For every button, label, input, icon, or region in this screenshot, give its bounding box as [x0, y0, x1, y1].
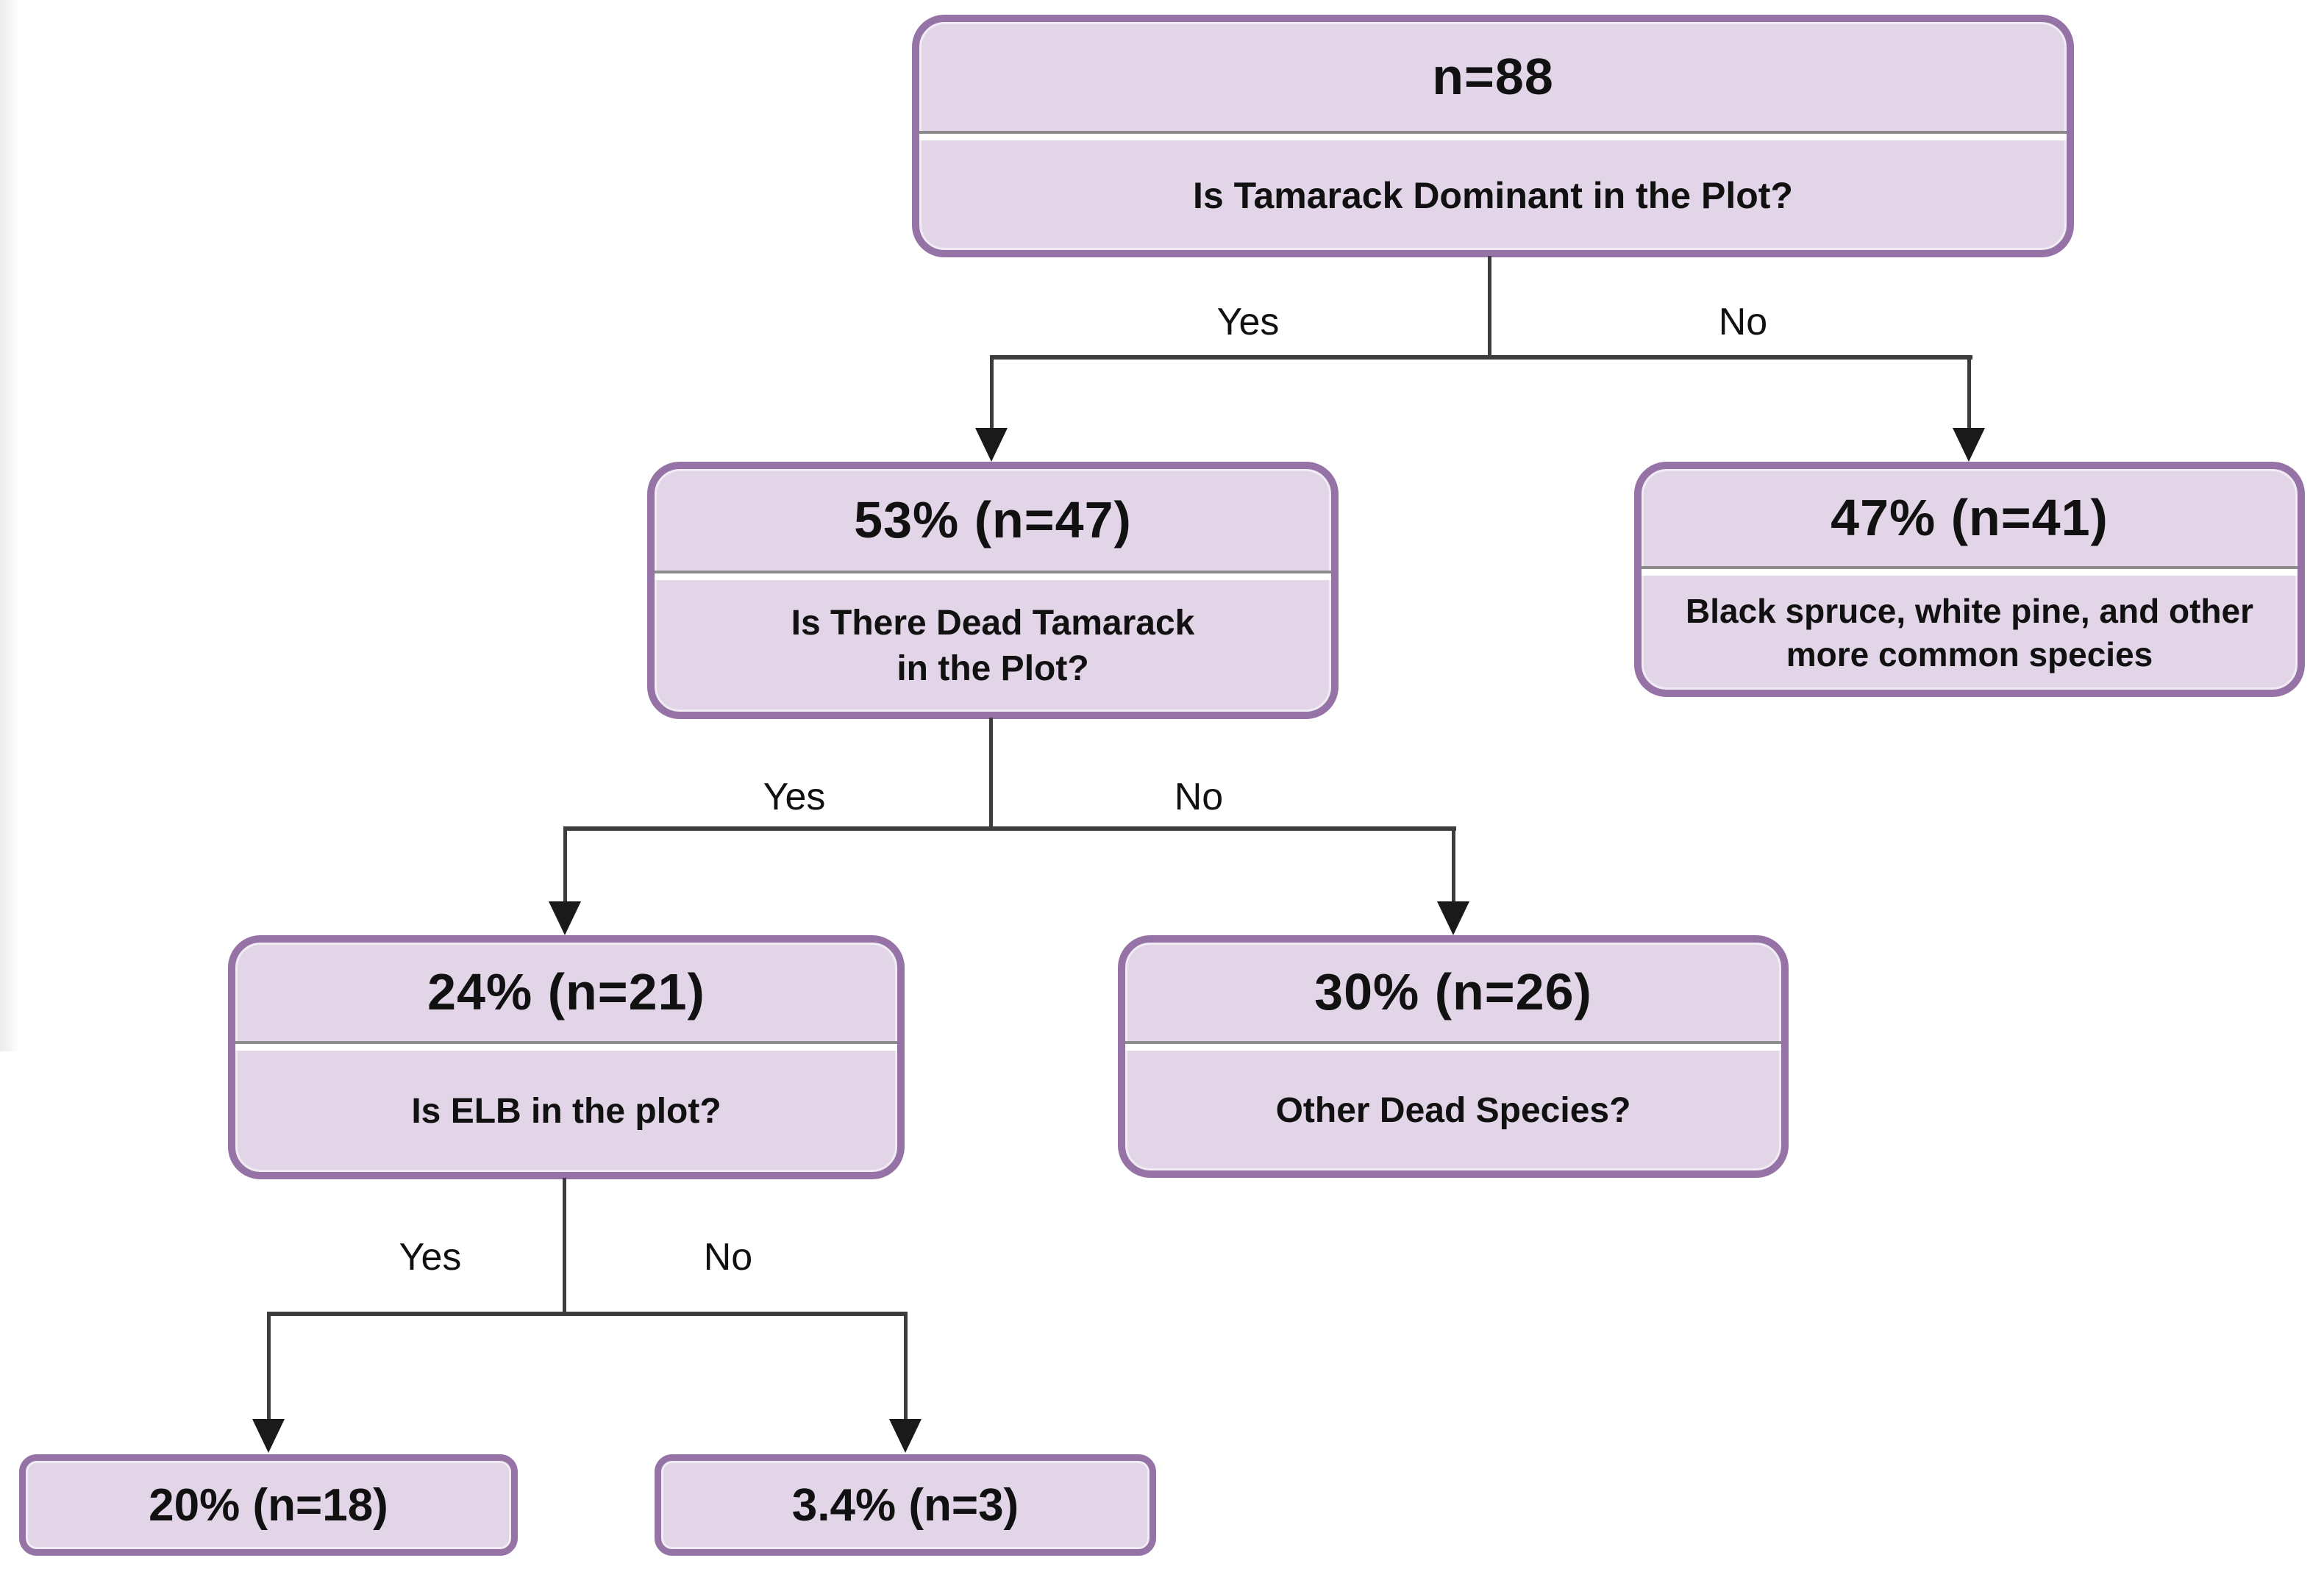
question-text: Other Dead Species?: [1275, 1090, 1631, 1130]
node-divider: [1125, 1041, 1781, 1051]
node-header: 24% (n=21): [427, 963, 705, 1020]
node-label: Black spruce, white pine, and other more…: [1642, 576, 2298, 690]
question-line: in the Plot?: [897, 648, 1089, 688]
arrowhead-deadtamarack-no: [1437, 901, 1469, 935]
label-line: more common species: [1786, 634, 2153, 673]
edge-label-level1-no: No: [1718, 301, 1768, 343]
arrowhead-root-yes: [975, 428, 1008, 462]
node-divider: [655, 571, 1331, 580]
question-line: Is There Dead Tamarack: [791, 604, 1195, 643]
edge-label-level2-no: No: [1174, 776, 1224, 818]
node-divider: [235, 1041, 897, 1051]
connector-elb-no-drop: [904, 1312, 908, 1423]
node-root-header: n=88: [1432, 48, 1554, 105]
question-text: Is Tamarack Dominant in the Plot?: [1193, 174, 1793, 216]
edge-label-level2-yes: Yes: [763, 776, 826, 818]
page-edge-artifact: [0, 0, 19, 1051]
node-question: Is There Dead Tamarack in the Plot?: [655, 580, 1331, 712]
node-header: 30% (n=26): [1314, 963, 1592, 1020]
connector-root-no-drop: [1967, 355, 1971, 433]
connector-root-branch-bar: [990, 355, 1972, 360]
node-header: 47% (n=41): [1831, 489, 2109, 546]
node-tamarack-dominant-no: 47% (n=41) Black spruce, white pine, and…: [1634, 462, 2305, 697]
connector-deadtamarack-no-drop: [1452, 826, 1455, 906]
node-divider: [919, 131, 2067, 140]
edge-label-level3-yes: Yes: [399, 1236, 462, 1279]
connector-elb-stem: [563, 1178, 566, 1316]
arrowhead-elb-yes: [252, 1419, 285, 1453]
question-text: Is ELB in the plot?: [411, 1091, 721, 1131]
connector-root-stem: [1488, 256, 1491, 359]
arrowhead-root-no: [1953, 428, 1985, 462]
node-divider: [1642, 566, 2298, 576]
connector-elb-branch-bar: [267, 1312, 908, 1316]
node-question: Is ELB in the plot?: [235, 1051, 897, 1172]
connector-elb-yes-drop: [267, 1312, 271, 1423]
edge-label-level3-no: No: [703, 1236, 753, 1279]
node-tamarack-dominant-yes: 53% (n=47) Is There Dead Tamarack in the…: [647, 462, 1339, 719]
connector-root-yes-drop: [990, 355, 994, 433]
connector-deadtamarack-branch-bar: [563, 826, 1456, 831]
edge-label-level1-yes: Yes: [1216, 301, 1280, 343]
node-label: 20% (n=18): [149, 1479, 388, 1531]
label-line: Black spruce, white pine, and other: [1686, 591, 2253, 630]
connector-deadtamarack-stem: [989, 718, 993, 831]
arrowhead-elb-no: [889, 1419, 922, 1453]
arrowhead-deadtamarack-yes: [549, 901, 581, 935]
node-root: n=88 Is Tamarack Dominant in the Plot?: [912, 15, 2074, 257]
connector-deadtamarack-yes-drop: [563, 826, 567, 906]
node-elb-yes: 20% (n=18): [19, 1454, 518, 1556]
node-header: 53% (n=47): [854, 491, 1132, 548]
node-root-question: Is Tamarack Dominant in the Plot?: [919, 140, 2067, 250]
node-elb-no: 3.4% (n=3): [655, 1454, 1156, 1556]
node-dead-tamarack-no: 30% (n=26) Other Dead Species?: [1118, 935, 1789, 1178]
node-dead-tamarack-yes: 24% (n=21) Is ELB in the plot?: [228, 935, 905, 1179]
node-label: 3.4% (n=3): [791, 1479, 1019, 1531]
node-question: Other Dead Species?: [1125, 1051, 1781, 1170]
